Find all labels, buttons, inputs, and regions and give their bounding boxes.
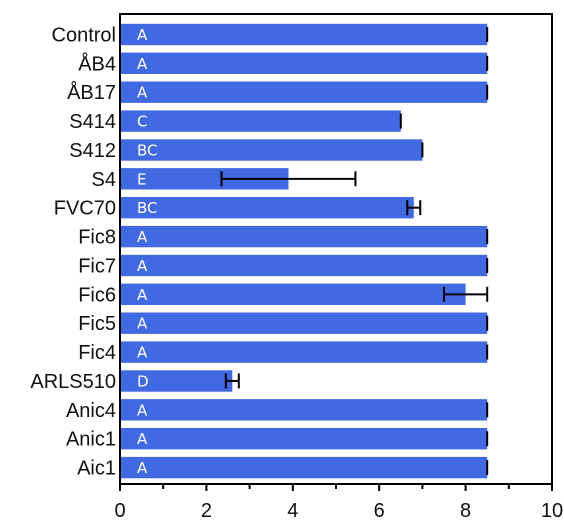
bar (120, 225, 488, 248)
x-tick-label: 8 (460, 500, 471, 522)
group-label: A (137, 459, 148, 477)
group-label: A (137, 344, 148, 362)
category-label: FVC70 (54, 198, 116, 220)
category-label: Fic6 (78, 284, 116, 306)
x-tick-label: 0 (114, 500, 125, 522)
category-label: Anic1 (66, 429, 116, 451)
category-label: S412 (69, 140, 116, 162)
group-label: BC (137, 141, 158, 159)
category-label: Aic1 (77, 458, 116, 480)
group-label: A (137, 401, 148, 419)
x-axis-ticks: 0 2 4 6 8 10 (114, 484, 563, 522)
bar (120, 168, 289, 190)
group-label: A (137, 315, 148, 333)
group-label: E (137, 170, 146, 188)
group-label: BC (137, 199, 158, 217)
category-label: Fic5 (78, 313, 116, 335)
group-label: A (137, 55, 148, 73)
group-label: D (137, 372, 149, 390)
category-label: ARLS510 (30, 371, 116, 393)
category-label: ÅB17 (67, 81, 116, 104)
error-bars-layer (220, 26, 489, 476)
x-tick-label: 2 (201, 500, 212, 522)
bar (120, 139, 423, 161)
category-label: Fic8 (78, 227, 116, 249)
x-tick-label: 10 (541, 500, 563, 522)
bar (120, 370, 233, 392)
bars-layer (120, 23, 488, 479)
category-label: Control (52, 24, 116, 46)
bar (120, 23, 488, 46)
bar (120, 197, 414, 219)
category-labels-layer: Control ÅB4 ÅB17 S414 S412 S4 FVC70 Fic8 Fic7 Fic… (30, 24, 116, 479)
bar (120, 456, 488, 479)
x-tick-label: 6 (374, 500, 385, 522)
bar (120, 428, 488, 450)
group-label: A (137, 430, 148, 448)
category-label: S4 (92, 169, 116, 191)
group-label: A (137, 228, 148, 246)
category-label: S414 (69, 111, 116, 133)
bar (120, 110, 401, 132)
group-label: A (137, 84, 148, 102)
bar (120, 81, 488, 103)
bar (120, 283, 466, 305)
category-label: Fic7 (78, 255, 116, 277)
bar (120, 312, 488, 334)
group-label: A (137, 26, 148, 44)
bar (120, 254, 488, 277)
group-label: A (137, 257, 148, 275)
category-label: Fic4 (78, 342, 116, 364)
group-label: C (137, 113, 147, 131)
bar (120, 399, 488, 421)
group-label: A (137, 286, 148, 304)
category-label: ÅB4 (78, 52, 116, 75)
x-tick-label: 4 (287, 500, 298, 522)
category-label: Anic4 (66, 400, 116, 422)
bar (120, 341, 488, 363)
bar (120, 52, 488, 74)
